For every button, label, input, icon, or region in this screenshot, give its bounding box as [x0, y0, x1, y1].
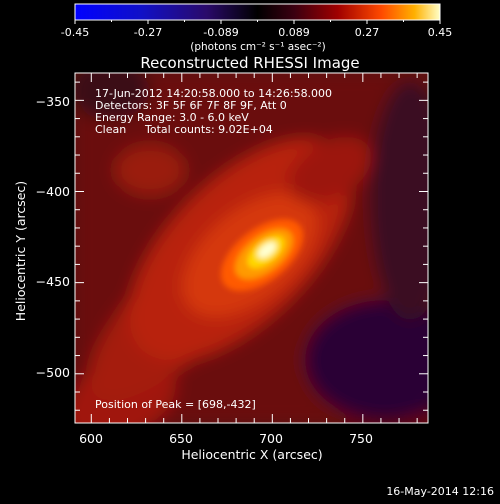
colorbar-tick-label: -0.089 [203, 26, 238, 39]
y-tick-label: −350 [36, 94, 70, 109]
x-tick-label: 750 [349, 431, 373, 446]
y-tick-label: −500 [36, 365, 70, 380]
colorbar-tick-label: 0.089 [278, 26, 310, 39]
colorbar-ticks [74, 20, 441, 24]
plot-frame [74, 72, 429, 424]
annotation-time-range: 17-Jun-2012 14:20:58.000 to 14:26:58.000 [95, 87, 332, 100]
annotation-energy-range: Energy Range: 3.0 - 6.0 keV [95, 111, 249, 124]
heatmap-image [75, 73, 428, 423]
chart-title: Reconstructed RHESSI Image [140, 54, 359, 72]
colorbar [74, 3, 441, 21]
annotation-total-counts: Total counts: 9.02E+04 [144, 123, 273, 136]
y-tick-label: −400 [36, 184, 70, 199]
y-tick-label: −450 [36, 274, 70, 289]
colorbar-tick-label: 0.45 [428, 26, 453, 39]
x-tick-label: 700 [259, 431, 283, 446]
x-tick-label: 650 [169, 431, 193, 446]
x-axis-label: Heliocentric X (arcsec) [181, 447, 322, 462]
annotation-algorithm: Clean [95, 123, 126, 136]
colorbar-units: (photons cm⁻² s⁻¹ asec⁻²) [190, 41, 325, 53]
x-tick-label: 600 [79, 431, 103, 446]
colorbar-tick-label: -0.45 [61, 26, 89, 39]
y-axis-label: Heliocentric Y (arcsec) [13, 181, 28, 321]
footer-timestamp: 16-May-2014 12:16 [386, 485, 494, 498]
axis-ticks [75, 73, 428, 423]
annotation-peak-position: Position of Peak = [698,-432] [95, 398, 256, 411]
colorbar-tick-label: -0.27 [134, 26, 162, 39]
annotation-detectors: Detectors: 3F 5F 6F 7F 8F 9F, Att 0 [95, 99, 287, 112]
colorbar-tick-label: 0.27 [355, 26, 380, 39]
